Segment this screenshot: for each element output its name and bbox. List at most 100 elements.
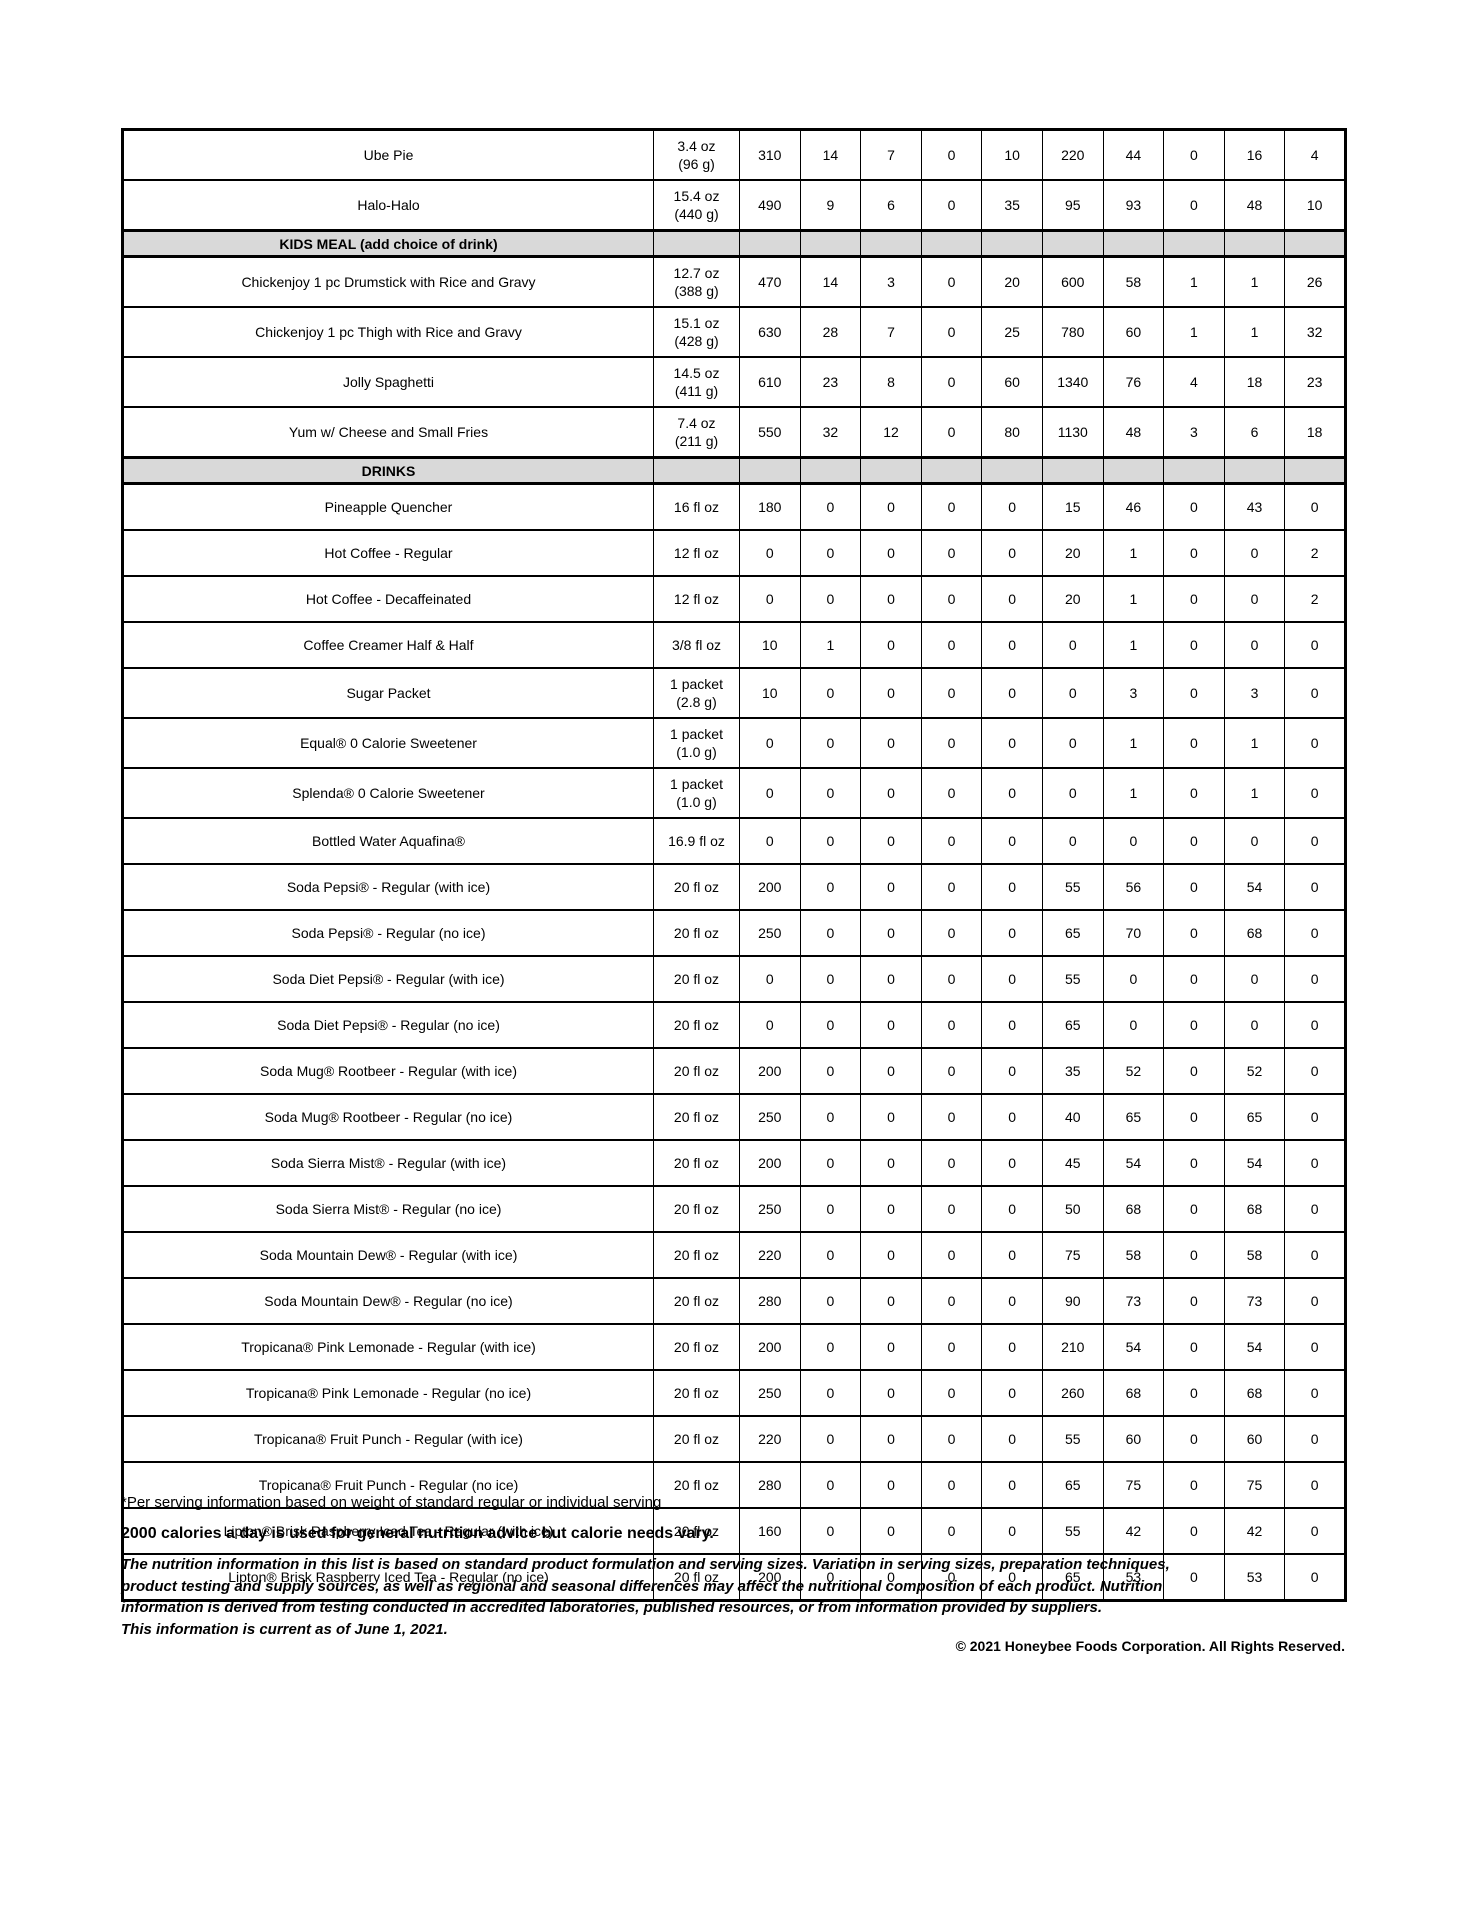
nutrition-value-cell: 0 bbox=[1284, 767, 1346, 819]
nutrition-value-cell: 0 bbox=[739, 767, 801, 819]
nutrition-value-cell: 0 bbox=[860, 1369, 922, 1417]
nutrition-value-cell: 0 bbox=[920, 1507, 983, 1555]
section-empty-cell bbox=[1284, 456, 1346, 485]
disclaimer-paragraph: The nutrition information in this list i… bbox=[121, 1554, 1181, 1640]
nutrition-value-cell: 0 bbox=[920, 1093, 983, 1141]
nutrition-value-cell: 1 bbox=[1223, 717, 1286, 769]
nutrition-value-cell: 0 bbox=[920, 306, 983, 358]
table-row: Pineapple Quencher 16 fl oz 180 0 0 0 0 15 46 0 43… bbox=[122, 482, 1346, 531]
item-name-cell: Bottled Water Aquafina® bbox=[122, 817, 654, 865]
serving-size-cell: 20 fl oz bbox=[653, 1277, 740, 1325]
item-name-cell: Soda Diet Pepsi® - Regular (with ice) bbox=[122, 955, 654, 1003]
section-empty-cell bbox=[1102, 456, 1165, 485]
table-row: Chickenjoy 1 pc Drumstick with Rice and … bbox=[122, 255, 1346, 308]
table-row: Ube Pie 3.4 oz (96 g) 310 14 7 0 10 220 44 0 16 4 bbox=[122, 128, 1346, 181]
nutrition-value-cell: 250 bbox=[739, 1369, 801, 1417]
nutrition-value-cell: 1 bbox=[1163, 255, 1225, 308]
nutrition-value-cell: 0 bbox=[739, 575, 801, 623]
serving-size-cell: 12 fl oz bbox=[653, 529, 740, 577]
nutrition-value-cell: 0 bbox=[1284, 1231, 1346, 1279]
nutrition-value-cell: 0 bbox=[920, 529, 983, 577]
nutrition-value-cell: 0 bbox=[981, 529, 1043, 577]
nutrition-value-cell: 7 bbox=[860, 128, 922, 181]
nutrition-value-cell: 10 bbox=[1284, 179, 1346, 232]
nutrition-value-cell: 0 bbox=[1041, 817, 1104, 865]
nutrition-value-cell: 23 bbox=[1284, 356, 1346, 408]
nutrition-value-cell: 0 bbox=[860, 482, 922, 531]
item-name-cell: Coffee Creamer Half & Half bbox=[122, 621, 654, 669]
nutrition-value-cell: 0 bbox=[860, 575, 922, 623]
nutrition-value-cell: 0 bbox=[981, 1231, 1043, 1279]
item-name-cell: Equal® 0 Calorie Sweetener bbox=[122, 717, 654, 769]
nutrition-value-cell: 0 bbox=[920, 1415, 983, 1463]
nutrition-value-cell: 0 bbox=[1284, 717, 1346, 769]
nutrition-value-cell: 0 bbox=[1163, 1185, 1225, 1233]
table-row: Tropicana® Fruit Punch - Regular (no ice… bbox=[122, 1461, 1346, 1509]
nutrition-value-cell: 68 bbox=[1223, 1369, 1286, 1417]
nutrition-value-cell: 0 bbox=[1163, 179, 1225, 232]
serving-size-cell: 20 fl oz bbox=[653, 863, 740, 911]
nutrition-value-cell: 4 bbox=[1284, 128, 1346, 181]
nutrition-value-cell: 0 bbox=[981, 955, 1043, 1003]
nutrition-value-cell: 0 bbox=[799, 1507, 862, 1555]
serving-size-cell: 14.5 oz (411 g) bbox=[653, 356, 740, 408]
nutrition-value-cell: 0 bbox=[981, 482, 1043, 531]
table-row: Splenda® 0 Calorie Sweetener 1 packet (1.0… bbox=[122, 767, 1346, 819]
nutrition-value-cell: 220 bbox=[739, 1231, 801, 1279]
nutrition-value-cell: 65 bbox=[1102, 1093, 1165, 1141]
nutrition-value-cell: 0 bbox=[860, 1277, 922, 1325]
section-empty-cell bbox=[1284, 229, 1346, 258]
nutrition-value-cell: 1 bbox=[1102, 717, 1165, 769]
nutrition-table-body: Ube Pie 3.4 oz (96 g) 310 14 7 0 10 220 44 0 16 4 Hal… bbox=[122, 128, 1346, 1602]
serving-size-cell: 20 fl oz bbox=[653, 1507, 740, 1555]
nutrition-value-cell: 18 bbox=[1284, 406, 1346, 459]
nutrition-value-cell: 54 bbox=[1223, 1139, 1286, 1187]
section-empty-cell bbox=[920, 229, 983, 258]
nutrition-value-cell: 0 bbox=[1284, 482, 1346, 531]
nutrition-value-cell: 0 bbox=[1284, 955, 1346, 1003]
item-name-cell: Hot Coffee - Decaffeinated bbox=[122, 575, 654, 623]
nutrition-value-cell: 0 bbox=[860, 1415, 922, 1463]
nutrition-value-cell: 48 bbox=[1223, 179, 1286, 232]
item-name-cell: Soda Pepsi® - Regular (no ice) bbox=[122, 909, 654, 957]
serving-size-cell: 20 fl oz bbox=[653, 1231, 740, 1279]
nutrition-value-cell: 600 bbox=[1041, 255, 1104, 308]
item-name-cell: Splenda® 0 Calorie Sweetener bbox=[122, 767, 654, 819]
nutrition-value-cell: 20 bbox=[1041, 575, 1104, 623]
item-name-cell: Soda Sierra Mist® - Regular (no ice) bbox=[122, 1185, 654, 1233]
table-row: Lipton® Brisk Raspberry Iced Tea - Regul… bbox=[122, 1507, 1346, 1555]
nutrition-value-cell: 0 bbox=[981, 1369, 1043, 1417]
serving-size-cell: 7.4 oz (211 g) bbox=[653, 406, 740, 459]
nutrition-value-cell: 3 bbox=[1223, 667, 1286, 719]
nutrition-value-cell: 0 bbox=[1284, 863, 1346, 911]
nutrition-value-cell: 0 bbox=[920, 575, 983, 623]
table-row: Chickenjoy 1 pc Thigh with Rice and Grav… bbox=[122, 306, 1346, 358]
nutrition-value-cell: 0 bbox=[981, 1323, 1043, 1371]
nutrition-value-cell: 0 bbox=[1223, 621, 1286, 669]
nutrition-value-cell: 0 bbox=[860, 1001, 922, 1049]
nutrition-value-cell: 68 bbox=[1102, 1369, 1165, 1417]
nutrition-value-cell: 250 bbox=[739, 909, 801, 957]
nutrition-value-cell: 1 bbox=[1102, 621, 1165, 669]
nutrition-value-cell: 0 bbox=[1102, 955, 1165, 1003]
item-name-cell: Tropicana® Pink Lemonade - Regular (with… bbox=[122, 1323, 654, 1371]
nutrition-value-cell: 280 bbox=[739, 1277, 801, 1325]
nutrition-value-cell: 0 bbox=[799, 529, 862, 577]
nutrition-value-cell: 1 bbox=[1223, 767, 1286, 819]
nutrition-value-cell: 0 bbox=[981, 1139, 1043, 1187]
nutrition-value-cell: 0 bbox=[739, 1001, 801, 1049]
nutrition-value-cell: 95 bbox=[1041, 179, 1104, 232]
table-row: Halo-Halo 15.4 oz (440 g) 490 9 6 0 35 95 93 0 48 10 bbox=[122, 179, 1346, 232]
nutrition-value-cell: 75 bbox=[1041, 1231, 1104, 1279]
section-empty-cell bbox=[653, 456, 740, 485]
item-name-cell: Ube Pie bbox=[122, 128, 654, 181]
serving-size-cell: 20 fl oz bbox=[653, 1323, 740, 1371]
nutrition-value-cell: 0 bbox=[799, 1277, 862, 1325]
table-row: Soda Sierra Mist® - Regular (no ice) 20 f… bbox=[122, 1185, 1346, 1233]
nutrition-value-cell: 0 bbox=[1223, 817, 1286, 865]
nutrition-value-cell: 0 bbox=[1284, 1553, 1346, 1602]
nutrition-value-cell: 0 bbox=[1284, 1461, 1346, 1509]
nutrition-value-cell: 93 bbox=[1102, 179, 1165, 232]
nutrition-value-cell: 80 bbox=[981, 406, 1043, 459]
serving-size-cell: 15.1 oz (428 g) bbox=[653, 306, 740, 358]
